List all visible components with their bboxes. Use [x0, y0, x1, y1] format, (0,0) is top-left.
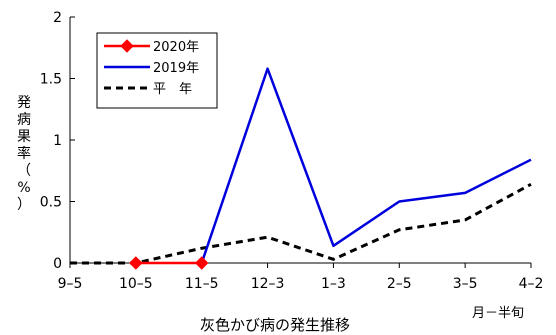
data-point-marker [120, 39, 134, 53]
y-axis-label-char: 率 [17, 145, 31, 162]
y-axis-label-char: % [17, 180, 30, 196]
legend-label: 平 年 [153, 82, 192, 97]
x-tick-label: 11–5 [185, 276, 219, 292]
series-markers [129, 256, 209, 270]
y-axis-label-char: 果 [17, 129, 31, 145]
x-axis-label: 灰色かび病の発生推移 [200, 316, 350, 334]
y-tick-label: 0.5 [40, 195, 62, 211]
x-tick-label: 9–5 [58, 276, 83, 292]
x-tick-label: 4–2 [519, 276, 544, 292]
y-tick-label: 0 [53, 256, 62, 272]
y-axis-label-char: （ [17, 163, 31, 179]
data-point-marker [195, 256, 209, 270]
x-tick-label: 1–3 [321, 276, 346, 292]
y-axis-label-char: ） [17, 197, 31, 213]
y-axis-label-char: 病 [17, 112, 31, 128]
y-ticks: 0 0.5 1 1.5 2 [40, 10, 75, 272]
y-axis-label: 発病果率（%） [17, 95, 31, 213]
x-ticks: 9–5 10–5 11–5 12–3 1–3 2–5 3–5 4–2 [58, 263, 544, 292]
series-line-2 [200, 67, 532, 264]
x-unit-label: 月－半旬 [472, 306, 524, 321]
x-tick-label: 12–3 [251, 276, 285, 292]
y-tick-label: 1 [53, 133, 62, 149]
x-tick-label: 2–5 [387, 276, 412, 292]
x-tick-label: 10–5 [119, 276, 153, 292]
legend-label: 2019年 [153, 61, 199, 76]
y-tick-label: 1.5 [40, 72, 62, 88]
y-axis-label-char: 発 [17, 95, 31, 111]
series-lines [70, 67, 532, 265]
legend-label: 2020年 [153, 40, 199, 55]
data-point-marker [129, 256, 143, 270]
series-line-3 [70, 182, 532, 265]
y-tick-label: 2 [53, 10, 62, 26]
x-tick-label: 3–5 [453, 276, 478, 292]
